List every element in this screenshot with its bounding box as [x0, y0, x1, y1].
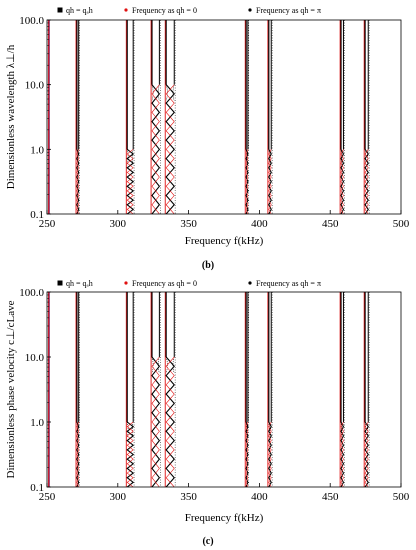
- curve-zigzag-red: [165, 84, 175, 214]
- x-tick-label: 400: [251, 218, 268, 230]
- band-3: [150, 20, 161, 214]
- curve-zigzag: [268, 421, 272, 487]
- curve-zigzag-red: [268, 149, 272, 214]
- panel-label: (b): [202, 260, 214, 271]
- y-tick-label: 100.0: [19, 287, 44, 299]
- y-axis-label: Dimensionless phase velocity c⊥/cLave: [5, 300, 17, 478]
- plot-area: [47, 292, 370, 487]
- band-1: [75, 20, 80, 214]
- chart-panel-1: 250 300 350 400 450 500 0.1 1.0 10.0 100.0 Frequen…: [5, 279, 410, 547]
- band-0: [47, 20, 50, 214]
- legend-entry: Frequency as qh = π: [256, 279, 321, 288]
- band-7: [339, 292, 345, 487]
- legend-entry: Frequency as qh = π: [256, 6, 321, 15]
- curve-zigzag-red: [340, 421, 344, 487]
- y-axis-label: Dimensionless wavelength λ⊥/h: [5, 44, 17, 189]
- x-tick-label: 250: [39, 218, 56, 230]
- curve-zigzag-red: [151, 84, 160, 214]
- curve-zigzag-red: [268, 421, 272, 487]
- y-tick-label: 1.0: [30, 144, 44, 156]
- band-6: [267, 292, 273, 487]
- y-tick-label: 10.0: [25, 352, 45, 364]
- curve-zigzag: [268, 149, 272, 214]
- band-5: [244, 292, 250, 487]
- band-7: [339, 20, 345, 214]
- legend: qh = qₐh Frequency as qh = 0 Frequency as …: [57, 6, 321, 15]
- curve-zigzag: [245, 421, 249, 487]
- band-8: [363, 20, 370, 214]
- legend: qh = qₐh Frequency as qh = 0 Frequency as …: [57, 279, 321, 288]
- panel-label: (c): [202, 536, 213, 547]
- legend-entry: Frequency as qh = 0: [132, 279, 197, 288]
- x-tick-label: 450: [322, 491, 339, 503]
- curve-zigzag: [126, 421, 135, 487]
- x-tick-label: 350: [180, 218, 197, 230]
- y-tick-label: 0.1: [30, 482, 44, 494]
- curve-zigzag: [165, 356, 175, 487]
- y-tick-label: 0.1: [30, 209, 44, 221]
- y-tick-label: 10.0: [25, 80, 45, 92]
- curve-zigzag-red: [126, 149, 134, 214]
- curve-zigzag-red: [165, 356, 175, 487]
- curve-zigzag-red: [245, 421, 249, 487]
- curve-zigzag-red: [151, 356, 160, 487]
- curve-zigzag: [126, 148, 135, 214]
- plot-area: [47, 20, 370, 214]
- band-4: [164, 292, 176, 487]
- legend-marker-2: [248, 281, 252, 285]
- legend-marker-2: [248, 8, 252, 12]
- legend-entry: Frequency as qh = 0: [132, 6, 197, 15]
- band-8: [363, 292, 370, 487]
- curve-zigzag-red: [364, 421, 369, 487]
- curve-zigzag: [165, 84, 175, 214]
- y-tick-label: 100.0: [19, 15, 44, 27]
- band-1: [75, 292, 80, 487]
- curve-zigzag-red: [364, 149, 369, 214]
- band-4: [164, 20, 176, 214]
- legend-entry: qh = qₐh: [66, 6, 93, 15]
- x-tick-label: 500: [393, 491, 410, 503]
- curve-zigzag: [151, 84, 161, 214]
- curve-zigzag: [364, 149, 369, 214]
- y-tick-label: 1.0: [30, 417, 44, 429]
- curve-zigzag: [340, 421, 345, 487]
- plot-frame: [46, 19, 402, 215]
- curve-zigzag-red: [340, 149, 344, 214]
- x-tick-label: 500: [393, 218, 410, 230]
- legend-marker-1: [124, 281, 128, 285]
- curve-zigzag: [364, 421, 369, 487]
- curve-zigzag-red: [245, 149, 249, 214]
- curve-zigzag-red: [126, 421, 134, 487]
- x-tick-label: 300: [110, 491, 127, 503]
- x-tick-label: 450: [322, 218, 339, 230]
- band-0: [47, 292, 50, 487]
- x-axis-label: Frequency f(kHz): [185, 512, 264, 524]
- curve-zigzag: [151, 356, 161, 487]
- band-2: [125, 292, 135, 487]
- band-5: [244, 20, 250, 214]
- band-2: [125, 20, 135, 214]
- curve-zigzag-red: [76, 421, 79, 487]
- curve-zigzag: [340, 149, 345, 214]
- legend-marker-qah: [57, 7, 63, 13]
- band-6: [267, 20, 273, 214]
- curve-zigzag: [245, 149, 249, 214]
- legend-entry: qh = qₐh: [66, 279, 93, 288]
- curve-zigzag-red: [76, 149, 79, 214]
- x-axis-label: Frequency f(kHz): [185, 235, 264, 247]
- x-tick-label: 350: [180, 491, 197, 503]
- curve-zigzag: [76, 149, 80, 214]
- curve-zigzag: [76, 421, 80, 487]
- legend-marker-1: [124, 8, 128, 12]
- x-tick-label: 400: [251, 491, 268, 503]
- x-tick-label: 250: [39, 491, 56, 503]
- legend-marker-qah: [57, 280, 63, 286]
- chart-panel-0: 250 300 350 400 450 500 0.1 1.0 10.0 100.0 Frequen…: [5, 6, 410, 271]
- band-3: [150, 292, 161, 487]
- x-tick-label: 300: [110, 218, 127, 230]
- plot-frame: [46, 291, 402, 488]
